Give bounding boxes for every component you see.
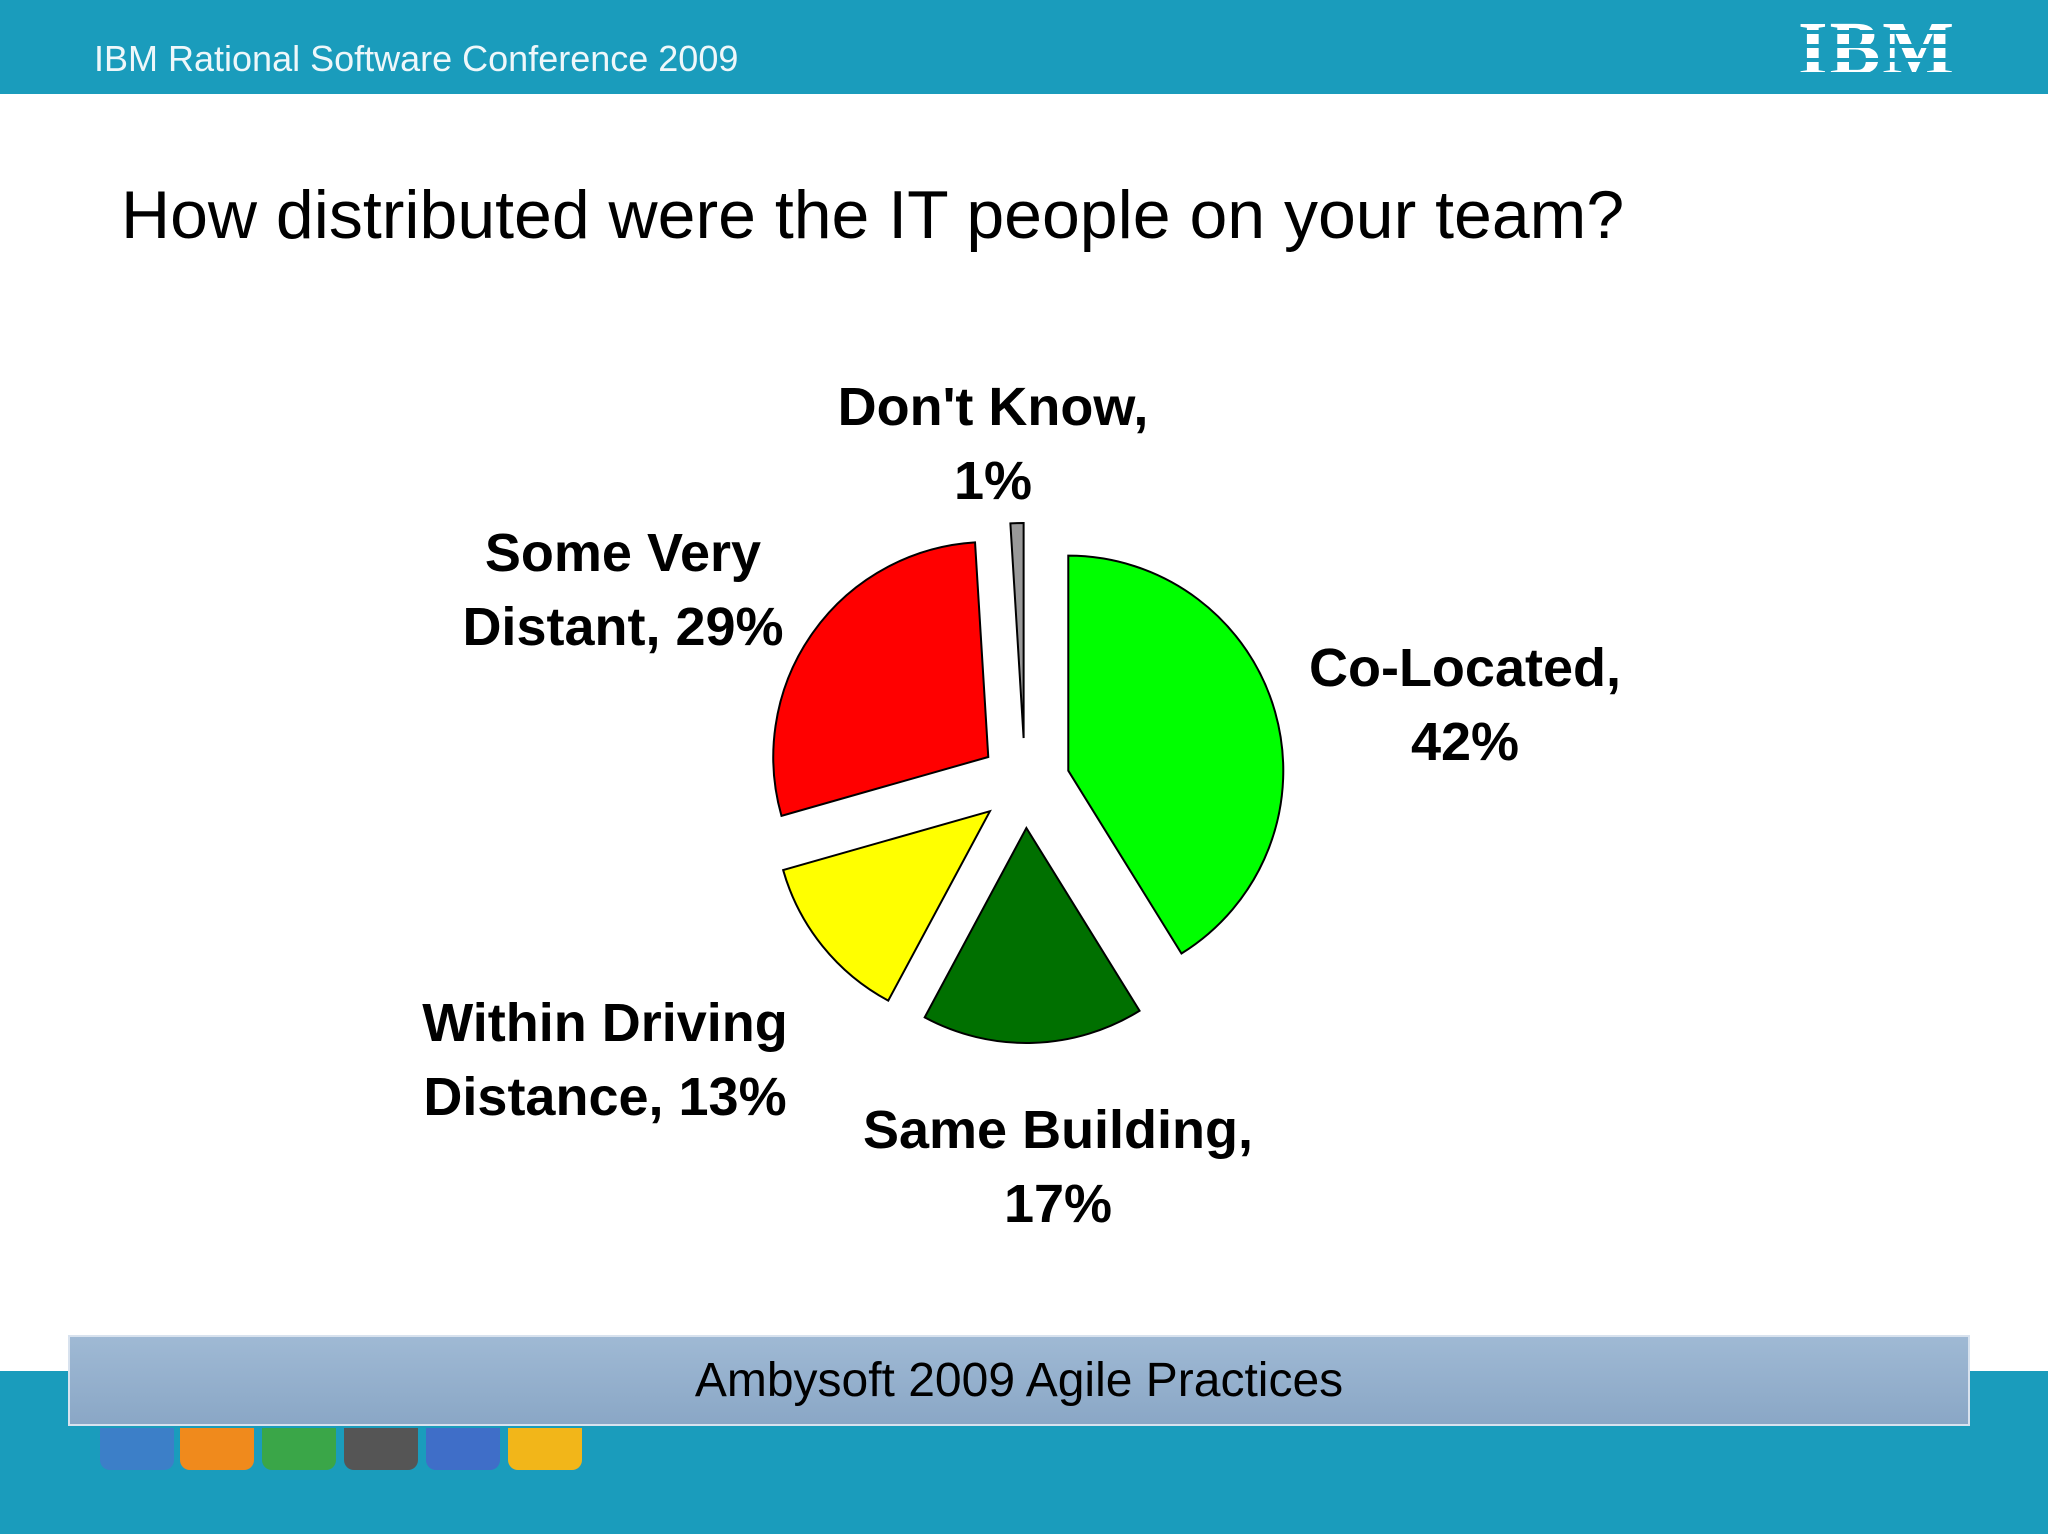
logo-stripe <box>1798 30 1968 34</box>
data-label: Don't Know, 1% <box>837 377 1149 511</box>
icon <box>262 1428 336 1470</box>
chart-title: How distributed were the IT people on yo… <box>121 177 1625 253</box>
data-label: Same Building, 17% <box>862 1100 1254 1234</box>
footer-bar <box>68 1335 1970 1426</box>
icon <box>508 1428 582 1470</box>
icon <box>426 1428 500 1470</box>
data-label: Within Driving Distance, 13% <box>422 993 788 1127</box>
data-label: Co-Located, 42% <box>1308 638 1621 772</box>
pie-slice <box>923 825 1141 1044</box>
header-title: IBM Rational Software Conference 2009 <box>94 38 739 79</box>
logo-stripe <box>1798 72 1968 76</box>
pie-slice <box>781 809 992 1002</box>
data-label: Some Very Distant, 29% <box>462 523 784 657</box>
logo-stripe <box>1798 44 1968 48</box>
footer-text: Ambysoft 2009 Agile Practices <box>694 1354 1344 1407</box>
logo-stripe <box>1798 58 1968 62</box>
logo: IBM <box>1798 7 1956 91</box>
icon <box>100 1428 174 1470</box>
pie-slice <box>1067 554 1285 955</box>
pie-slice <box>772 541 990 818</box>
icon <box>180 1428 254 1470</box>
header-bar <box>0 0 2048 94</box>
icon <box>344 1428 418 1470</box>
pie-slice <box>1009 522 1025 739</box>
